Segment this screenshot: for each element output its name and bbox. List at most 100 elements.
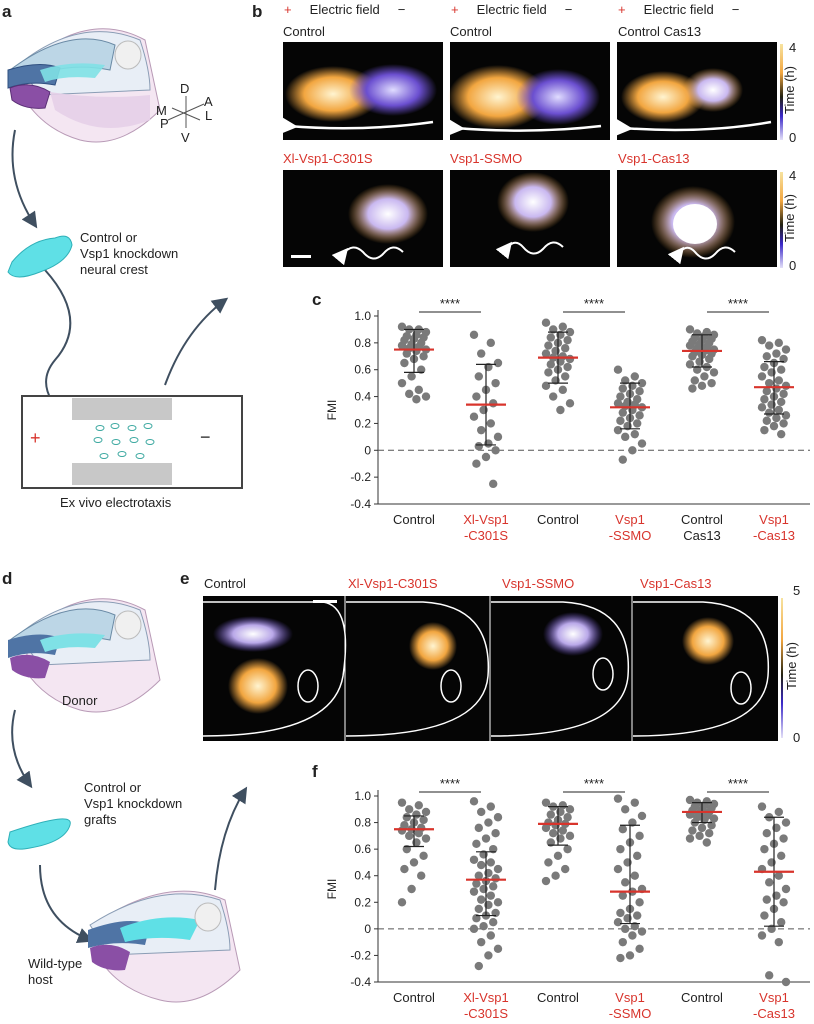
data-point (621, 878, 630, 887)
host-label-2: host (28, 972, 53, 987)
data-point (757, 403, 767, 412)
field-header-2: + Electric field − (451, 2, 573, 17)
b-title-3: Control Cas13 (618, 24, 702, 39)
cb-b2-label: Time (h) (782, 194, 797, 242)
data-point (561, 864, 570, 874)
y-axis-label: FMI (325, 879, 339, 900)
data-point (765, 341, 774, 350)
data-point (762, 352, 771, 361)
category-label: Control (393, 512, 435, 527)
data-point (405, 805, 414, 814)
data-point (472, 879, 481, 888)
colorbar-e (781, 598, 783, 738)
axis-a: A (204, 94, 213, 109)
data-point (477, 895, 486, 904)
category-label: -SSMO (609, 1006, 652, 1021)
field-header-1: + Electric field − (284, 2, 406, 17)
data-point (777, 429, 786, 439)
panel-e-images (203, 596, 783, 741)
data-point (633, 851, 642, 860)
data-point (762, 387, 771, 396)
data-point (779, 898, 788, 907)
data-point (486, 931, 495, 940)
data-point (481, 452, 491, 462)
data-point (779, 389, 788, 399)
data-point (493, 432, 503, 442)
data-point (635, 831, 644, 841)
y-tick-label: 0 (364, 922, 371, 936)
data-point (489, 918, 498, 927)
data-point (414, 829, 423, 838)
data-point (774, 807, 783, 817)
significance-label: **** (728, 296, 748, 311)
panel-d-schematic (7, 598, 248, 1003)
axis-cross-icon (167, 96, 205, 128)
data-point (493, 358, 503, 368)
data-point (409, 858, 419, 867)
data-point (695, 831, 704, 841)
data-point (613, 399, 623, 408)
data-point (556, 405, 565, 415)
y-tick-label: 0.2 (354, 416, 371, 430)
data-point (558, 801, 567, 810)
data-point (621, 924, 630, 934)
data-point (474, 961, 483, 971)
category-label: Xl-Vsp1 (463, 512, 509, 527)
data-point (765, 971, 774, 980)
data-point (707, 378, 716, 388)
data-point (402, 349, 411, 358)
data-point (414, 801, 423, 810)
e-embryo-outline-1 (203, 601, 347, 737)
significance-label: **** (584, 776, 604, 791)
donor-label: Donor (62, 693, 98, 708)
data-point (685, 341, 695, 350)
data-point (635, 387, 644, 396)
panel-label-c: c (312, 290, 322, 309)
data-point (412, 395, 421, 404)
crest-label-2: Vsp1 knockdown (80, 246, 179, 261)
data-point (772, 413, 781, 423)
data-point (635, 944, 644, 953)
data-point (551, 871, 560, 880)
e-scale-bar (313, 600, 337, 603)
data-point (558, 826, 567, 835)
data-point (702, 838, 711, 847)
e-eye-3 (592, 657, 614, 691)
data-point (486, 419, 495, 428)
data-point (613, 365, 623, 374)
data-point (616, 844, 625, 854)
b-title-4: Xl-Vsp1-C301S (283, 151, 373, 166)
axis-p: P (160, 116, 169, 131)
data-point (565, 831, 575, 841)
data-point (625, 951, 635, 960)
data-point (484, 951, 493, 960)
cb-b1-max: 4 (789, 40, 797, 55)
data-point (397, 898, 407, 907)
chamber-plus: + (30, 428, 41, 448)
data-point (405, 831, 414, 841)
data-point (544, 858, 553, 867)
crest-label-1: Control or (80, 230, 138, 245)
data-point (481, 834, 491, 843)
data-point (479, 922, 488, 931)
host-embryo-illustration (88, 890, 241, 1003)
data-point (477, 860, 486, 870)
data-point (491, 378, 500, 388)
category-label: -Cas13 (753, 528, 795, 543)
cb-b1-min: 0 (789, 130, 797, 145)
data-point (565, 354, 575, 364)
arrow-up-icon (164, 297, 229, 386)
data-point (760, 911, 769, 920)
data-point (474, 904, 483, 914)
data-point (469, 924, 479, 934)
data-point (546, 810, 555, 819)
data-point (474, 372, 483, 381)
data-point (769, 421, 779, 431)
neural-crest-icon (7, 235, 73, 278)
data-point (685, 834, 695, 843)
category-label: Xl-Vsp1 (463, 990, 509, 1005)
category-label: -C301S (464, 528, 508, 543)
arrow-down-icon (11, 129, 38, 229)
category-label: Control (537, 990, 579, 1005)
data-point (561, 372, 570, 381)
